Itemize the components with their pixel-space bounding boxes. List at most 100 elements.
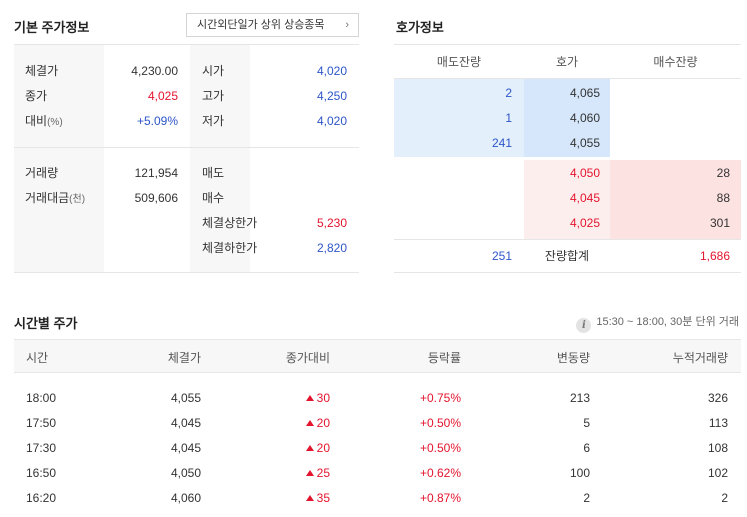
basic-row-upper-limit: 체결상한가 5,230 <box>202 215 347 231</box>
table-row: 16:50 4,050 25 +0.62% 100 102 <box>14 461 741 486</box>
orderbook-header-price: 호가 <box>555 55 579 69</box>
header-cum-volume: 누적거래량 <box>672 351 728 365</box>
change-value: +5.09% <box>136 114 178 128</box>
basic-row-trade-amount: 거래대금(천) 509,606 <box>25 190 178 206</box>
sell-label: 매도 <box>202 166 225 180</box>
change-label: 대비(%) <box>25 114 63 128</box>
close-label: 종가 <box>25 89 48 103</box>
trade-price-label: 체결가 <box>25 64 59 78</box>
ask-qty-2: 1 <box>505 111 512 125</box>
orderbook-header-bid-qty: 매수잔량 <box>653 55 698 69</box>
info-icon[interactable]: i <box>576 318 592 333</box>
lower-limit-value: 2,820 <box>316 241 347 255</box>
basic-info-table: 체결가 4,230.00 종가 4,025 대비(%) +5.09% 시가 4,… <box>14 44 359 273</box>
row-price: 4,050 <box>170 466 201 480</box>
row-change: 30 <box>305 386 330 411</box>
basic-divider <box>14 147 359 148</box>
row-volume: 100 <box>569 466 590 480</box>
row-rate: +0.75% <box>419 391 461 405</box>
row-change: 35 <box>305 486 330 511</box>
orderbook-title: 호가정보 <box>396 20 444 35</box>
bid-price-1[interactable]: 4,050 <box>569 166 600 180</box>
trade-amount-value: 509,606 <box>134 191 178 205</box>
row-time: 16:50 <box>26 466 57 480</box>
up-triangle-icon <box>305 470 314 476</box>
basic-row-high: 고가 4,250 <box>202 88 347 104</box>
low-label: 저가 <box>202 114 225 128</box>
row-change: 25 <box>305 461 330 486</box>
bid-qty-1: 28 <box>716 166 730 180</box>
time-table-note: i 15:30 ~ 18:00, 30분 단위 거래 <box>576 313 739 333</box>
ask-qty-1: 2 <box>505 86 512 100</box>
up-triangle-icon <box>305 395 314 401</box>
table-row: 16:20 4,060 35 +0.87% 2 2 <box>14 486 741 511</box>
basic-row-open: 시가 4,020 <box>202 63 347 79</box>
row-rate: +0.87% <box>419 491 461 505</box>
after-hours-top-gainers-button[interactable]: 시간외단일가 상위 상승종목 › <box>186 13 359 37</box>
basic-row-low: 저가 4,020 <box>202 113 347 129</box>
up-triangle-icon <box>305 445 314 451</box>
header-time: 시간 <box>26 351 49 365</box>
time-table-title: 시간별 주가 <box>14 316 78 331</box>
row-change: 20 <box>305 436 330 461</box>
bid-qty-3: 301 <box>709 216 730 230</box>
basic-row-sell: 매도 <box>202 165 347 181</box>
high-label: 고가 <box>202 89 225 103</box>
trade-price-value: 4,230.00 <box>131 64 178 78</box>
row-time: 17:30 <box>26 441 57 455</box>
up-triangle-icon <box>305 495 314 501</box>
row-volume: 5 <box>583 416 590 430</box>
basic-row-trade-price: 체결가 4,230.00 <box>25 63 178 79</box>
basic-row-lower-limit: 체결하한가 2,820 <box>202 240 347 256</box>
bid-price-3[interactable]: 4,025 <box>569 216 600 230</box>
orderbook-table: 매도잔량 호가 매수잔량 2 4,065 1 4,060 241 4,055 4… <box>394 44 741 273</box>
row-cum-volume: 102 <box>707 466 728 480</box>
time-table-header: 시간 체결가 종가대비 등락률 변동량 누적거래량 <box>14 339 741 373</box>
low-value: 4,020 <box>316 114 347 128</box>
volume-label: 거래량 <box>25 166 59 180</box>
header-price: 체결가 <box>167 351 201 365</box>
orderbook-total-divider <box>394 239 741 240</box>
row-price: 4,045 <box>170 441 201 455</box>
row-volume: 6 <box>583 441 590 455</box>
basic-label-col-shade-right <box>190 45 250 272</box>
basic-label-col-shade <box>14 45 104 272</box>
row-price: 4,055 <box>170 391 201 405</box>
row-cum-volume: 113 <box>708 416 728 430</box>
table-row: 18:00 4,055 30 +0.75% 213 326 <box>14 386 741 411</box>
row-change: 20 <box>305 411 330 436</box>
ask-price-block <box>524 79 610 157</box>
row-rate: +0.50% <box>419 441 461 455</box>
open-value: 4,020 <box>316 64 347 78</box>
time-table: 시간 체결가 종가대비 등락률 변동량 누적거래량 18:00 4,055 30… <box>14 339 741 517</box>
ask-qty-3: 241 <box>491 136 512 150</box>
row-price: 4,045 <box>170 416 201 430</box>
basic-row-close: 종가 4,025 <box>25 88 178 104</box>
upper-limit-value: 5,230 <box>316 216 347 230</box>
basic-row-volume: 거래량 121,954 <box>25 165 178 181</box>
basic-row-buy: 매수 <box>202 190 347 206</box>
row-rate: +0.62% <box>419 466 461 480</box>
row-cum-volume: 108 <box>707 441 728 455</box>
ask-price-1[interactable]: 4,065 <box>569 86 600 100</box>
table-row: 17:50 4,045 20 +0.50% 5 113 <box>14 411 741 436</box>
total-ask-qty: 251 <box>491 249 512 263</box>
row-time: 17:50 <box>26 416 57 430</box>
bid-price-2[interactable]: 4,045 <box>569 191 600 205</box>
time-note-text: 15:30 ~ 18:00, 30분 단위 거래 <box>596 316 739 328</box>
trade-amount-label: 거래대금(천) <box>25 191 86 205</box>
header-rate: 등락률 <box>427 351 461 365</box>
up-triangle-icon <box>305 420 314 426</box>
upper-limit-label: 체결상한가 <box>202 216 258 230</box>
bid-qty-block <box>610 160 741 239</box>
ask-qty-block <box>394 79 524 157</box>
row-time: 18:00 <box>26 391 57 405</box>
row-cum-volume: 2 <box>721 491 728 505</box>
total-bid-qty: 1,686 <box>699 249 730 263</box>
header-volume: 변동량 <box>556 351 590 365</box>
ask-price-3[interactable]: 4,055 <box>569 136 600 150</box>
orderbook-header-ask-qty: 매도잔량 <box>436 55 482 69</box>
row-volume: 2 <box>583 491 590 505</box>
bid-qty-2: 88 <box>716 191 730 205</box>
ask-price-2[interactable]: 4,060 <box>569 111 600 125</box>
